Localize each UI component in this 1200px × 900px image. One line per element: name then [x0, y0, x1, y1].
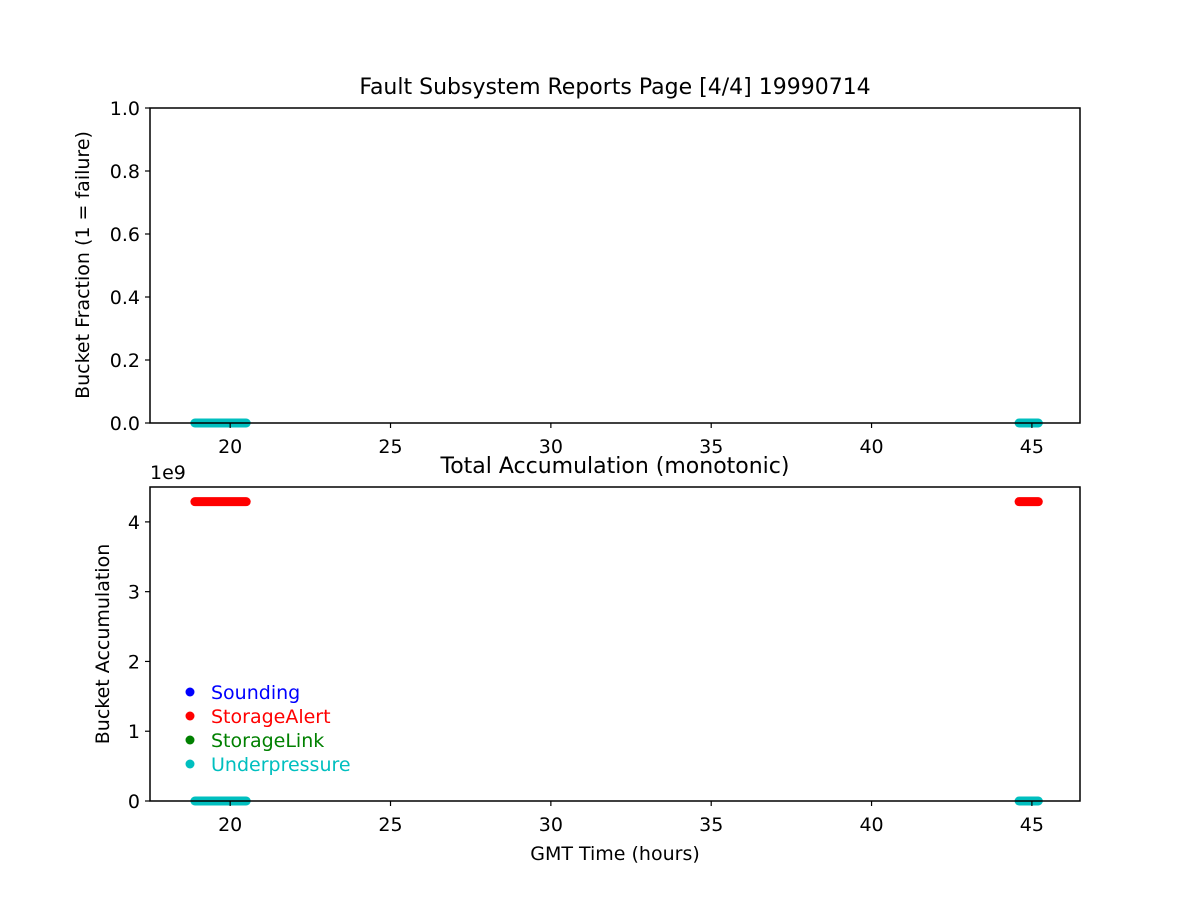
y-tick-label: 0.0 [110, 413, 140, 435]
legend-label-sounding: Sounding [211, 682, 300, 704]
x-tick-label: 30 [539, 436, 563, 458]
x-tick-label: 45 [1020, 814, 1044, 836]
accumulation-title: Total Accumulation (monotonic) [440, 454, 790, 479]
x-tick-label: 35 [699, 436, 723, 458]
fraction-panel: Bucket Fraction (1 = failure) 20 25 30 35 40… [72, 98, 1081, 458]
y-tick-label: 4 [128, 512, 140, 534]
y-tick-label: 1 [128, 721, 140, 743]
x-tick-label: 40 [859, 436, 883, 458]
legend-label-underpressure: Underpressure [211, 754, 351, 776]
x-tick-label: 45 [1020, 436, 1044, 458]
x-tick-label: 25 [378, 814, 402, 836]
legend-marker-storagealert [185, 711, 195, 721]
y-tick-label: 1.0 [110, 98, 140, 120]
y-tick-label: 3 [128, 582, 140, 604]
fraction-y-axis-label: Bucket Fraction (1 = failure) [72, 131, 94, 399]
x-tick-label: 20 [218, 436, 242, 458]
accumulation-y-scale-label: 1e9 [150, 462, 186, 484]
x-tick-label: 35 [699, 814, 723, 836]
y-tick-label: 0 [128, 791, 140, 813]
figure-title: Fault Subsystem Reports Page [4/4] 19990… [359, 75, 870, 100]
accumulation-x-axis-label: GMT Time (hours) [530, 843, 700, 865]
plot-frame [149, 107, 1081, 424]
y-tick-label: 0.8 [110, 161, 140, 183]
x-tick-label: 40 [859, 814, 883, 836]
y-tick-label: 0.6 [110, 224, 140, 246]
accumulation-y-axis-label: Bucket Accumulation [92, 544, 114, 745]
y-tick-label: 0.2 [110, 350, 140, 372]
x-tick-label: 25 [378, 436, 402, 458]
legend-label-storagelink: StorageLink [211, 730, 324, 752]
plot-frame [149, 486, 1081, 802]
legend-marker-underpressure [185, 759, 195, 769]
x-tick-label: 20 [218, 814, 242, 836]
y-tick-label: 0.4 [110, 287, 140, 309]
x-tick-label: 30 [539, 814, 563, 836]
legend-marker-storagelink [185, 735, 195, 745]
legend-label-storagealert: StorageAlert [211, 706, 331, 728]
y-tick-label: 2 [128, 651, 140, 673]
legend-marker-sounding [185, 687, 195, 697]
accumulation-panel: Total Accumulation (monotonic) 1e9 Bucke… [92, 454, 1081, 865]
